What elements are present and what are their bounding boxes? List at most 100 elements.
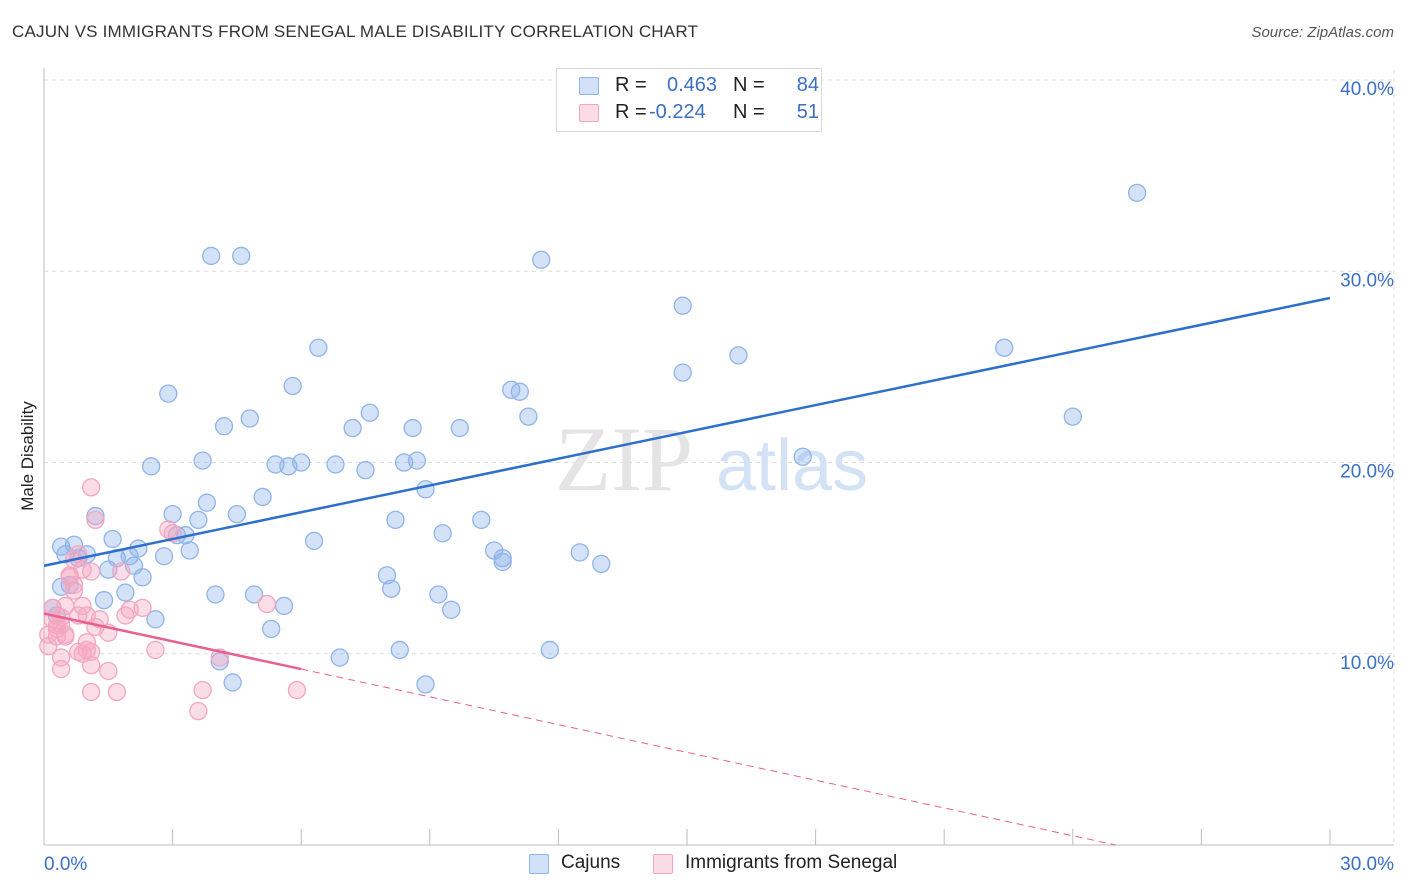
cajun-point: [116, 583, 135, 602]
chart-title: CAJUN VS IMMIGRANTS FROM SENEGAL MALE DI…: [12, 22, 699, 41]
cajun-point: [202, 246, 221, 266]
cajun-point: [416, 480, 435, 499]
senegal-point: [133, 598, 152, 617]
senegal-point: [189, 701, 208, 721]
cajun-point: [519, 407, 538, 426]
cajun-trend-line: [43, 296, 1331, 567]
y-tick-label: 40.0%: [1340, 79, 1394, 100]
cajun-point: [433, 524, 452, 543]
legend-n-label: N =: [733, 74, 765, 96]
cajun-point: [214, 417, 234, 436]
cajun-point: [193, 451, 212, 470]
senegal-point: [287, 680, 307, 700]
senegal-point: [82, 562, 101, 581]
cajun-point: [510, 382, 529, 401]
senegal-point: [60, 568, 79, 587]
senegal-point: [73, 596, 92, 616]
bottom-legend-swatch-senegal: [653, 854, 673, 874]
y-tick-label: 20.0%: [1340, 462, 1394, 483]
legend-swatch-cajuns: [579, 77, 599, 95]
senegal-point: [82, 478, 101, 497]
senegal-trend-extension: [301, 668, 1116, 846]
x-tick-label: 30.0%: [1340, 854, 1394, 875]
cajun-point: [159, 384, 178, 403]
cajun-point: [673, 296, 692, 315]
cajun-point: [223, 673, 242, 692]
cajun-point: [309, 338, 328, 357]
cajun-point: [283, 376, 302, 396]
cajun-point: [146, 610, 165, 629]
cajun-point: [442, 600, 461, 619]
legend-box: R = 0.463 N = 84 R = -0.224 N = 51: [556, 68, 822, 132]
trend-lines: [43, 296, 1331, 846]
cajun-point: [407, 451, 427, 470]
senegal-point: [99, 661, 118, 681]
cajun-point: [450, 418, 469, 438]
watermark-atlas: atlas: [716, 426, 868, 506]
cajun-point: [274, 596, 294, 616]
cajun-point: [793, 447, 812, 466]
cajun-point: [240, 409, 259, 428]
legend-r-label: R =: [615, 74, 647, 96]
senegal-point: [82, 642, 101, 661]
cajun-point: [532, 250, 551, 269]
cajun-point: [472, 510, 491, 530]
cajun-point: [330, 648, 349, 667]
cajun-point: [292, 453, 311, 472]
senegal-point: [51, 659, 71, 679]
cajun-point: [729, 346, 748, 365]
legend-r-value: -0.224: [649, 101, 706, 123]
cajun-point: [493, 552, 512, 572]
legend-swatch-senegal: [579, 104, 599, 122]
legend-r-label: R =: [615, 101, 647, 123]
bottom-legend-swatch-cajuns: [529, 854, 549, 874]
senegal-point: [257, 594, 277, 614]
cajun-point: [189, 510, 208, 530]
cajun-point: [360, 403, 379, 422]
cajun-point: [304, 531, 324, 551]
cajun-point: [382, 579, 401, 598]
bottom-legend-label-cajuns: Cajuns: [561, 852, 621, 873]
senegal-point: [47, 627, 67, 646]
cajun-point: [1127, 183, 1147, 202]
scatter-points: [39, 183, 1147, 721]
cajun-point: [386, 510, 405, 530]
senegal-point: [107, 682, 127, 702]
cajun-point: [154, 547, 174, 566]
cajun-point: [244, 585, 264, 604]
tick-labels: 10.0% 20.0% 30.0% 40.0% 0.0% 30.0%: [44, 79, 1394, 875]
cajun-point: [343, 418, 362, 438]
cajun-point: [403, 418, 422, 438]
x-tick-label: 0.0%: [44, 854, 87, 875]
legend-n-value: 51: [796, 101, 819, 123]
cajun-point: [540, 640, 559, 660]
senegal-point: [146, 640, 165, 660]
senegal-point: [86, 510, 105, 530]
axes: [43, 68, 1394, 846]
senegal-point: [77, 633, 97, 652]
cajun-point: [133, 568, 152, 587]
cajun-point: [1063, 407, 1082, 426]
cajun-point: [592, 554, 611, 574]
cajun-point: [206, 585, 225, 604]
senegal-point: [82, 656, 101, 675]
cajun-point: [227, 504, 247, 524]
cajun-point: [103, 529, 122, 549]
cajun-point: [197, 493, 217, 512]
cajun-point: [390, 640, 409, 660]
cajun-point: [163, 504, 182, 524]
y-tick-label: 30.0%: [1340, 270, 1394, 291]
cajun-point: [326, 455, 345, 474]
cajun-point: [416, 675, 435, 694]
cajun-point: [253, 487, 272, 507]
cajun-point: [142, 457, 161, 476]
cajun-point: [232, 246, 251, 266]
cajun-point: [995, 338, 1014, 357]
cajun-point: [570, 543, 589, 562]
watermark-zip: ZIP: [555, 408, 693, 510]
legend-n-value: 84: [796, 74, 819, 96]
cajun-point: [180, 541, 199, 560]
cajun-point: [356, 460, 375, 480]
senegal-point: [193, 680, 212, 700]
